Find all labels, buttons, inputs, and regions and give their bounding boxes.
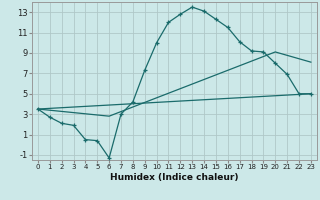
X-axis label: Humidex (Indice chaleur): Humidex (Indice chaleur) — [110, 173, 239, 182]
